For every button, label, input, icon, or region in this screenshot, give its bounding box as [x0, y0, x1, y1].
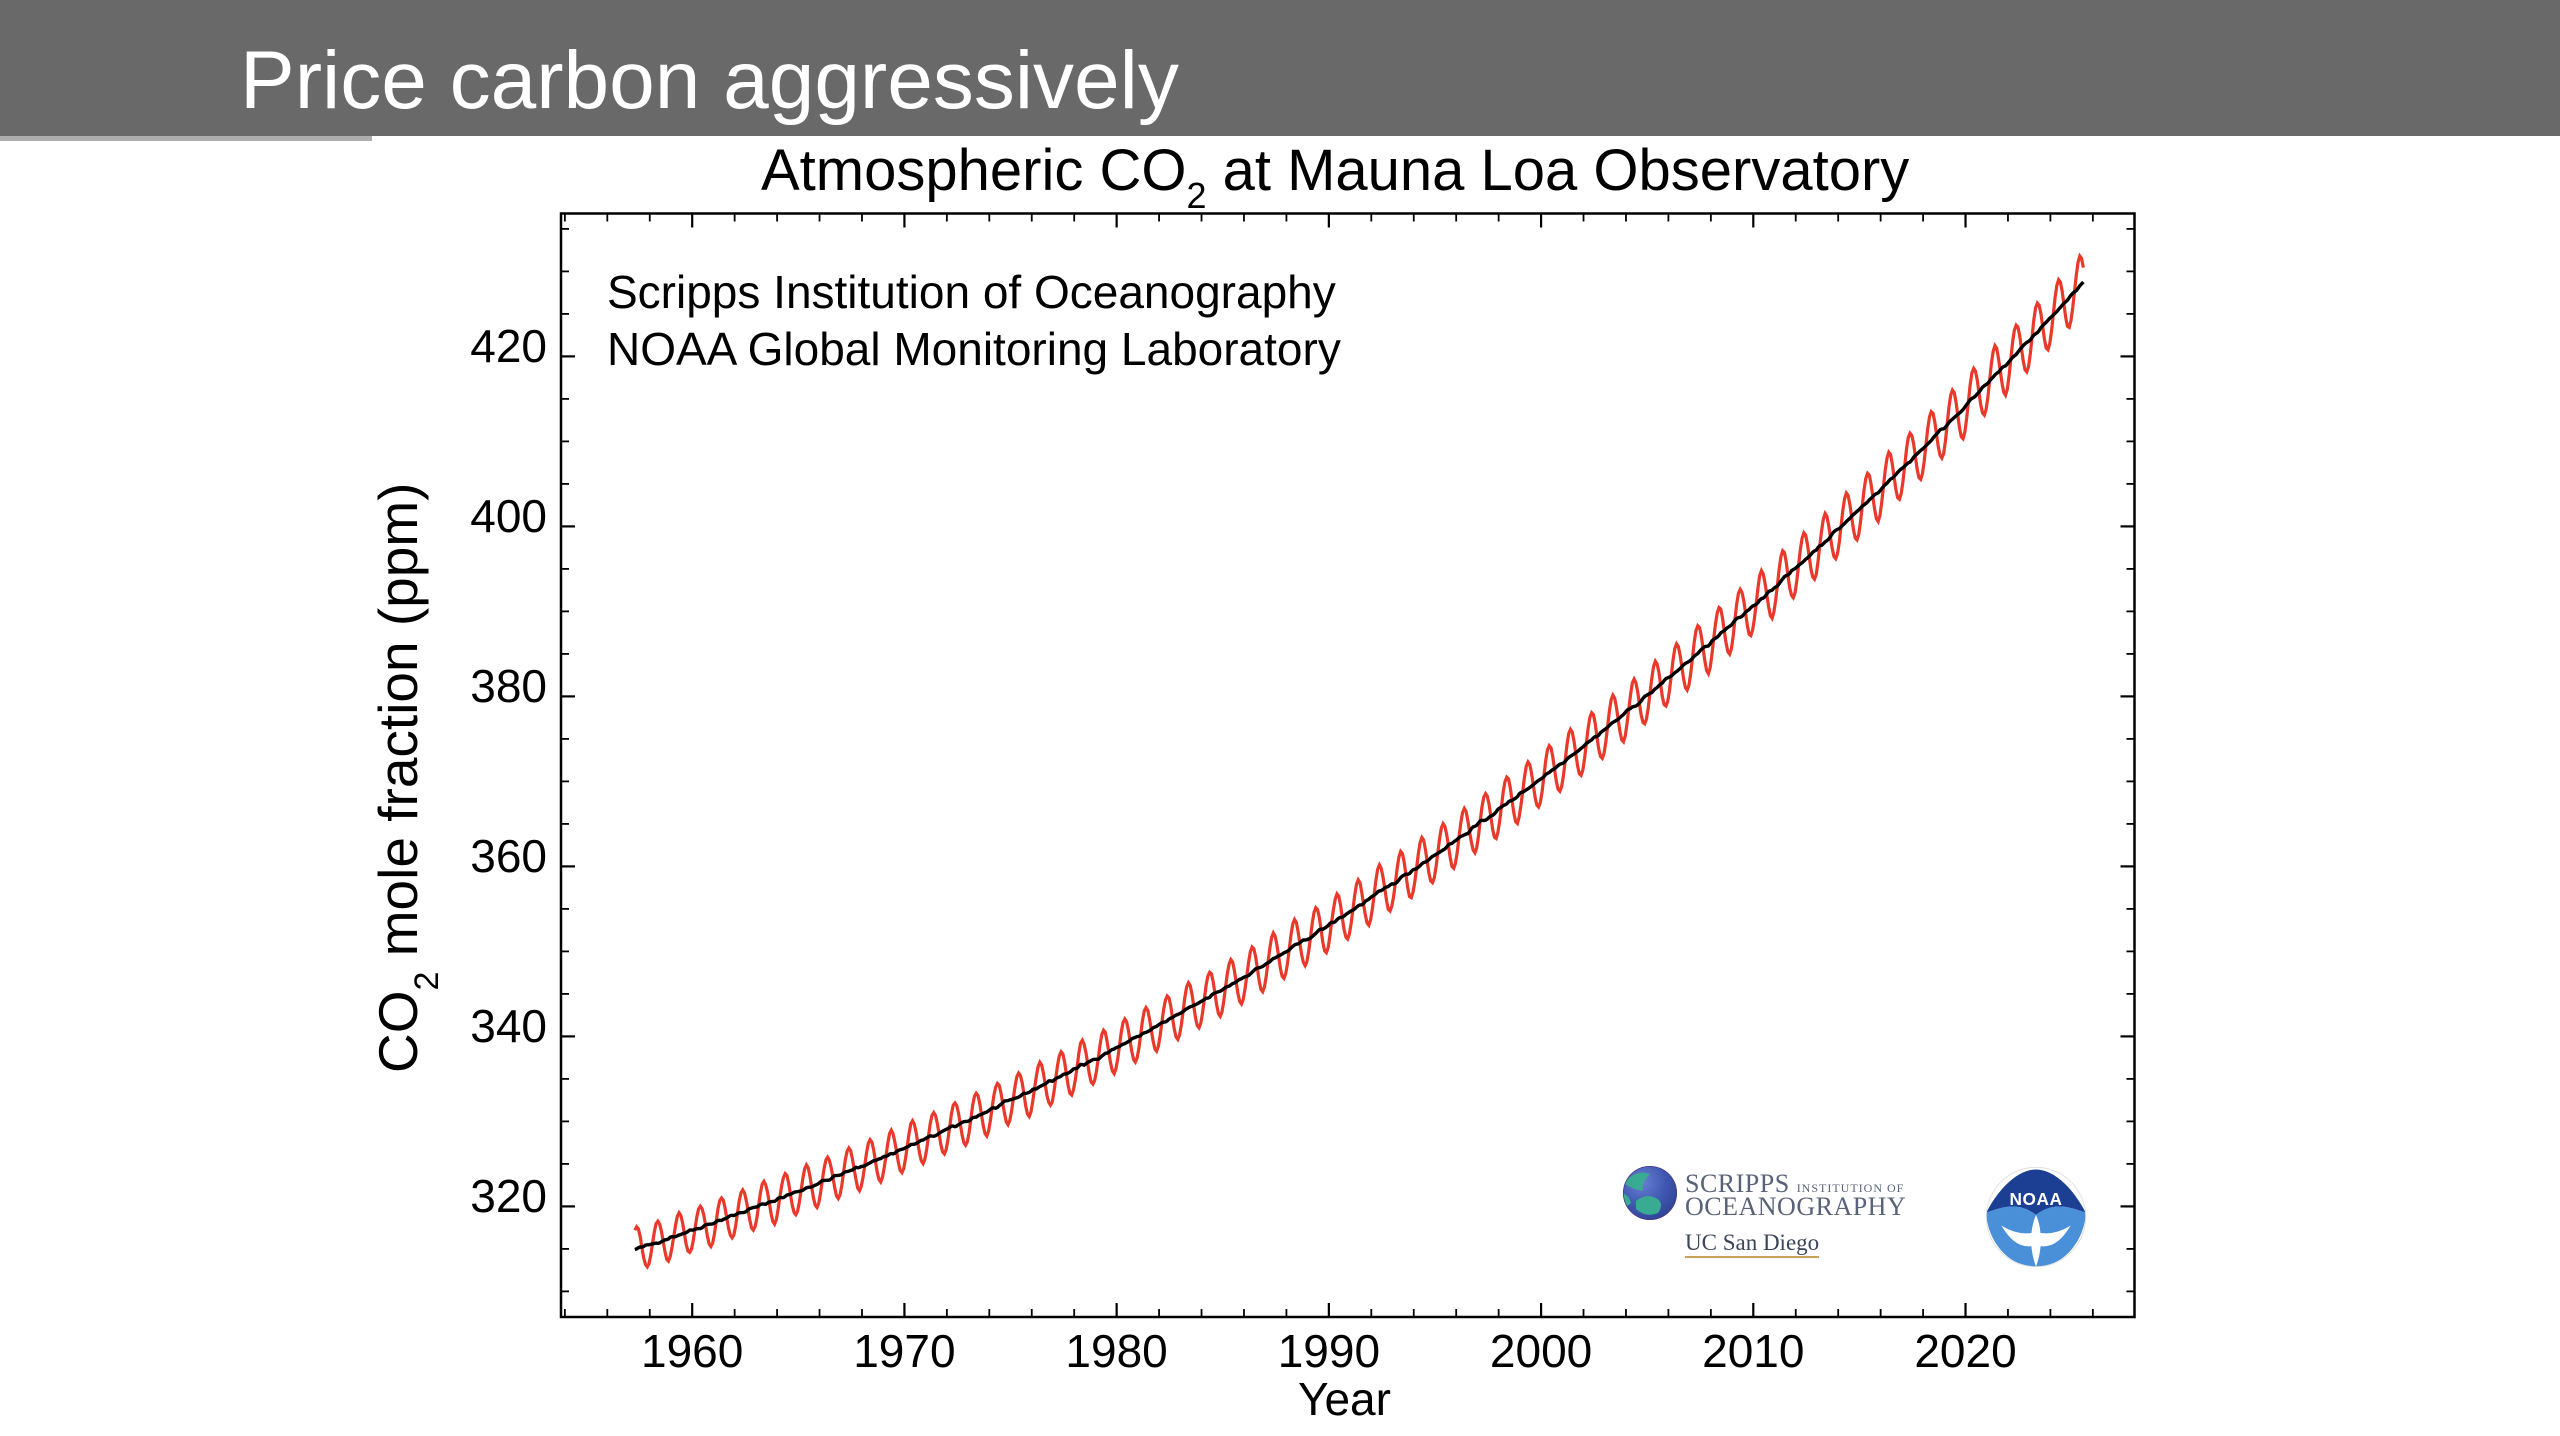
svg-text:NOAA: NOAA	[2010, 1189, 2063, 1209]
